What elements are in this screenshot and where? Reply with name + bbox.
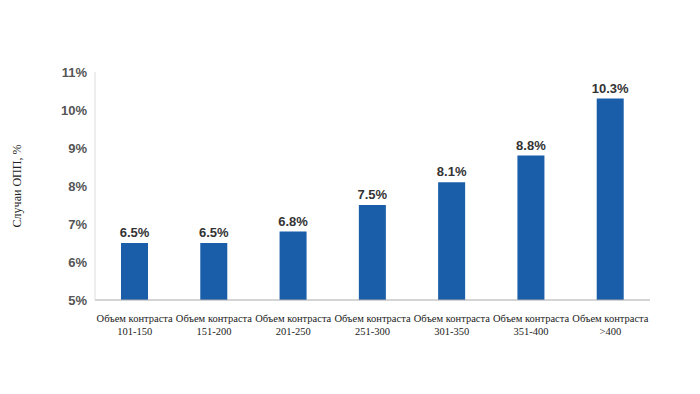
- svg-text:201-250: 201-250: [276, 326, 311, 337]
- svg-text:>400: >400: [600, 326, 622, 337]
- svg-text:10.3%: 10.3%: [592, 81, 629, 96]
- svg-text:6.5%: 6.5%: [120, 225, 150, 240]
- svg-text:5%: 5%: [68, 293, 87, 308]
- svg-text:251-300: 251-300: [355, 326, 390, 337]
- svg-text:8.8%: 8.8%: [516, 138, 546, 153]
- svg-text:8.1%: 8.1%: [437, 164, 467, 179]
- svg-text:Объем контраста: Объем контраста: [334, 313, 410, 324]
- svg-text:Объем контраста: Объем контраста: [493, 313, 569, 324]
- svg-text:10%: 10%: [61, 103, 87, 118]
- svg-text:Объем контраста: Объем контраста: [572, 313, 648, 324]
- svg-text:351-400: 351-400: [514, 326, 549, 337]
- svg-text:6.8%: 6.8%: [278, 214, 308, 229]
- svg-text:7%: 7%: [68, 217, 87, 232]
- svg-text:Объем контраста: Объем контраста: [97, 313, 173, 324]
- svg-text:6%: 6%: [68, 255, 87, 270]
- svg-text:Случаи ОПП, %: Случаи ОПП, %: [10, 145, 24, 228]
- svg-text:6.5%: 6.5%: [199, 225, 229, 240]
- svg-text:9%: 9%: [68, 141, 87, 156]
- svg-text:Объем контраста: Объем контраста: [414, 313, 490, 324]
- svg-text:8%: 8%: [68, 179, 87, 194]
- svg-text:101-150: 101-150: [117, 326, 152, 337]
- svg-text:301-350: 301-350: [434, 326, 469, 337]
- svg-text:Объем контраста: Объем контраста: [255, 313, 331, 324]
- svg-text:11%: 11%: [62, 65, 88, 80]
- svg-text:Объем контраста: Объем контраста: [176, 313, 252, 324]
- svg-text:151-200: 151-200: [196, 326, 231, 337]
- svg-text:7.5%: 7.5%: [358, 187, 388, 202]
